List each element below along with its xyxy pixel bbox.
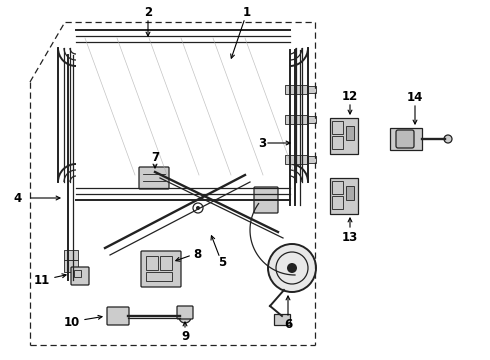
Bar [274,314,290,325]
FancyBboxPatch shape [71,267,89,285]
FancyBboxPatch shape [254,187,278,213]
Text: 13: 13 [342,230,358,243]
Circle shape [179,311,191,323]
Bar [332,136,343,149]
Bar [285,155,307,164]
Text: 5: 5 [218,256,226,270]
Circle shape [287,263,297,273]
Bar [332,181,343,194]
Bar [285,85,307,94]
FancyBboxPatch shape [141,251,181,287]
FancyBboxPatch shape [139,167,169,189]
Bar [332,196,343,209]
Bar [160,256,172,270]
Bar [346,126,354,140]
Bar [64,260,78,272]
Bar [285,115,307,124]
Text: 7: 7 [151,150,159,163]
Bar [146,272,172,281]
Circle shape [196,206,200,210]
Bar [330,118,358,154]
Bar [64,250,78,260]
Circle shape [444,135,452,143]
Bar [308,86,316,93]
Text: 1: 1 [243,5,251,18]
Text: 8: 8 [193,248,201,261]
Bar [390,128,422,150]
Text: 11: 11 [34,274,50,287]
FancyBboxPatch shape [177,306,193,319]
FancyBboxPatch shape [107,307,129,325]
Circle shape [193,203,203,213]
FancyBboxPatch shape [396,130,414,148]
Circle shape [268,244,316,292]
Text: 9: 9 [181,330,189,343]
Text: 3: 3 [258,136,266,149]
Text: 2: 2 [144,5,152,18]
Text: 4: 4 [14,192,22,204]
Bar [308,156,316,163]
Bar [346,186,354,200]
Bar [146,256,158,270]
Bar [332,121,343,134]
Text: 10: 10 [64,315,80,328]
Bar [74,270,81,277]
Text: 14: 14 [407,90,423,104]
Bar [308,116,316,123]
Text: 12: 12 [342,90,358,103]
Bar [330,178,358,214]
Text: 6: 6 [284,319,292,332]
